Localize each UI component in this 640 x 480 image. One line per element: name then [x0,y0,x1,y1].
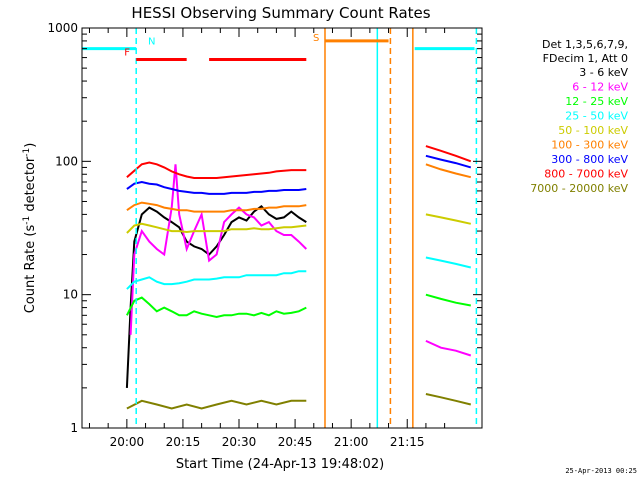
y-axis-label-part: Count Rate (s [23,225,38,314]
legend: Det 1,3,5,6,7,9, FDecim 1, Att 0 3 - 6 k… [530,38,628,195]
series-line [126,270,307,290]
flag-label: N [148,37,155,48]
x-tick-label: 21:00 [334,435,369,449]
y-tick-label: 1000 [47,21,78,35]
series-line-after-gap [425,293,471,307]
legend-entry: 300 - 800 keV [551,153,628,166]
y-tick-label: 10 [63,288,78,302]
series-line-after-gap [425,145,472,163]
series-line-after-gap [425,154,472,169]
flag-label: F [124,48,130,59]
series-line-after-gap [425,339,472,357]
x-tick-label: 20:30 [222,435,257,449]
x-axis-ticks: 20:00 20:15 20:30 20:45 21:00 21:15 [88,28,483,449]
series-line-after-gap [425,163,472,179]
y-axis-label-part: ) [23,143,38,148]
series-line [126,222,307,234]
series-line-after-gap [425,393,472,406]
y-axis-label-exponent: -1 [22,148,32,157]
series-line [126,296,307,319]
chart-title: HESSI Observing Summary Count Rates [131,4,430,22]
y-axis-label-part: detector [23,156,38,216]
legend-entry: 100 - 300 keV [551,139,628,152]
series-line [126,201,307,213]
y-tick-label: 100 [55,154,78,168]
y-tick-label: 1 [70,421,78,435]
flag-bars-group: N F S [82,33,475,62]
x-tick-label: 20:15 [166,435,201,449]
series-line [129,164,308,335]
y-axis-ticks: 1 10 100 1000 [47,21,482,435]
legend-entry: 25 - 50 keV [565,110,628,123]
legend-entry: 7000 - 20000 keV [530,182,628,195]
legend-entry: 50 - 100 keV [558,124,628,137]
series-line [125,204,307,388]
x-tick-label: 20:45 [278,435,313,449]
series-line-after-gap [425,256,472,269]
y-axis-label: Count Rate (s-1 detector-1) [22,143,38,314]
legend-entry: 12 - 25 keV [565,95,628,108]
series-line [126,180,307,195]
legend-header-line: FDecim 1, Att 0 [543,52,628,65]
plot-series-group [125,145,472,410]
footer-timestamp: 25-Apr-2013 00:25 [565,467,637,475]
x-tick-label: 20:00 [110,435,145,449]
legend-header-line: Det 1,3,5,6,7,9, [542,38,628,51]
flag-label: S [313,33,319,44]
legend-entry: 3 - 6 keV [579,66,628,79]
series-line [126,399,307,410]
x-tick-label: 21:15 [390,435,425,449]
x-axis-label: Start Time (24-Apr-13 19:48:02) [176,457,384,472]
time-markers-group [135,28,478,428]
series-line-after-gap [425,213,472,225]
legend-entry: 6 - 12 keV [572,81,628,94]
y-axis-label-exponent: -1 [22,216,32,225]
legend-entry: 800 - 7000 keV [544,168,628,181]
plot-frame [81,27,483,429]
series-line [126,161,307,179]
